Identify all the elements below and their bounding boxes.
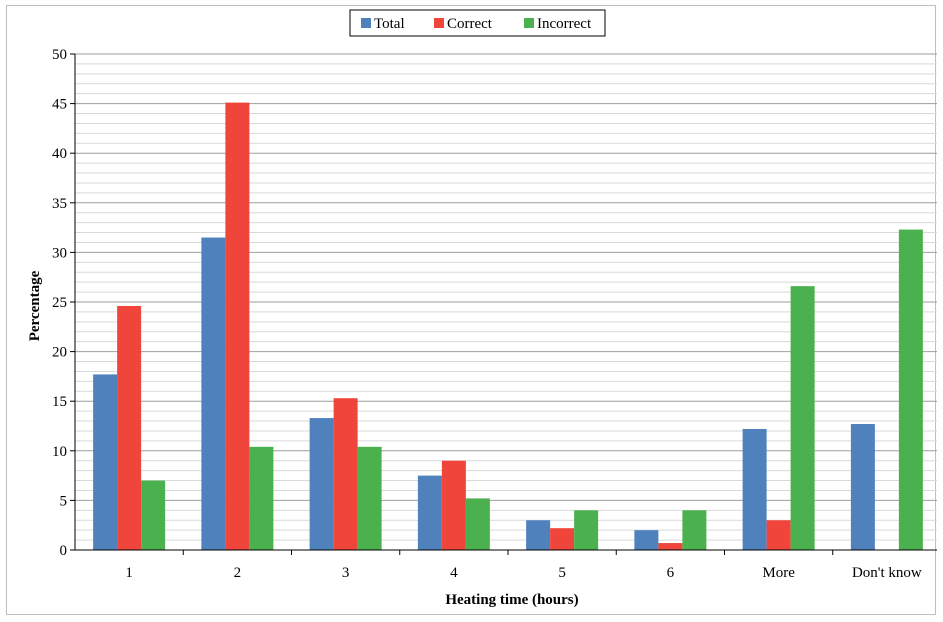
legend-swatch-correct xyxy=(434,18,444,28)
y-tick-label: 10 xyxy=(52,444,67,460)
x-tick-label: 1 xyxy=(125,565,133,581)
x-tick-label: More xyxy=(762,565,795,581)
y-tick-label: 15 xyxy=(52,394,67,410)
bar-total xyxy=(742,428,767,550)
legend-box xyxy=(349,9,606,37)
bar-total xyxy=(850,424,875,550)
x-tick-label: 3 xyxy=(342,565,350,581)
legend-label-incorrect: Incorrect xyxy=(537,16,592,32)
bar-correct xyxy=(550,528,575,550)
bar-incorrect xyxy=(898,229,923,551)
y-tick-label: 50 xyxy=(52,47,67,63)
x-tick-label: 4 xyxy=(450,565,458,581)
bar-total xyxy=(417,475,442,550)
bar-correct xyxy=(658,543,683,550)
y-tick-label: 40 xyxy=(52,146,67,162)
y-tick-label: 0 xyxy=(60,543,68,559)
legend-swatch-incorrect xyxy=(524,18,534,28)
legend-label-correct: Correct xyxy=(447,16,493,32)
bar-correct xyxy=(333,398,358,550)
x-tick-labels: 1 2 3 4 5 6 More Don't know xyxy=(125,550,922,581)
y-tick-labels: 0 5 10 15 20 25 30 35 40 45 50 xyxy=(52,47,75,559)
x-tick-label: 5 xyxy=(558,565,566,581)
chart-frame: 0 5 10 15 20 25 30 35 40 45 50 1 2 3 4 5 6 More Don't kno… xyxy=(6,5,937,615)
y-tick-label: 30 xyxy=(52,245,67,261)
y-axis-title: Percentage xyxy=(27,270,43,341)
legend-swatch-total xyxy=(361,18,371,28)
bar-incorrect xyxy=(249,446,274,550)
bar-total xyxy=(634,530,659,550)
y-tick-label: 45 xyxy=(52,97,67,113)
x-axis-title: Heating time (hours) xyxy=(445,592,578,608)
x-tick-label: Don't know xyxy=(852,565,922,581)
bar-total xyxy=(93,374,118,550)
x-tick-label: 6 xyxy=(667,565,675,581)
bar-correct xyxy=(766,520,791,550)
y-tick-label: 25 xyxy=(52,295,67,311)
bar-incorrect xyxy=(141,480,166,550)
bar-total xyxy=(526,520,551,550)
bar-correct xyxy=(225,102,250,550)
bar-incorrect xyxy=(790,286,815,550)
legend: Total Correct Incorrect xyxy=(349,9,606,37)
bar-incorrect xyxy=(574,510,599,550)
bar-total xyxy=(201,237,226,550)
y-tick-label: 35 xyxy=(52,196,67,212)
x-tick-label: 2 xyxy=(234,565,242,581)
legend-label-total: Total xyxy=(374,16,405,32)
bar-incorrect xyxy=(357,446,382,550)
y-tick-label: 20 xyxy=(52,345,67,361)
bar-incorrect xyxy=(465,498,490,550)
bar-correct xyxy=(441,460,466,550)
y-tick-label: 5 xyxy=(60,493,68,509)
bar-correct xyxy=(117,305,142,550)
bars xyxy=(93,102,923,551)
bar-incorrect xyxy=(682,510,707,550)
bar-total xyxy=(309,418,334,550)
